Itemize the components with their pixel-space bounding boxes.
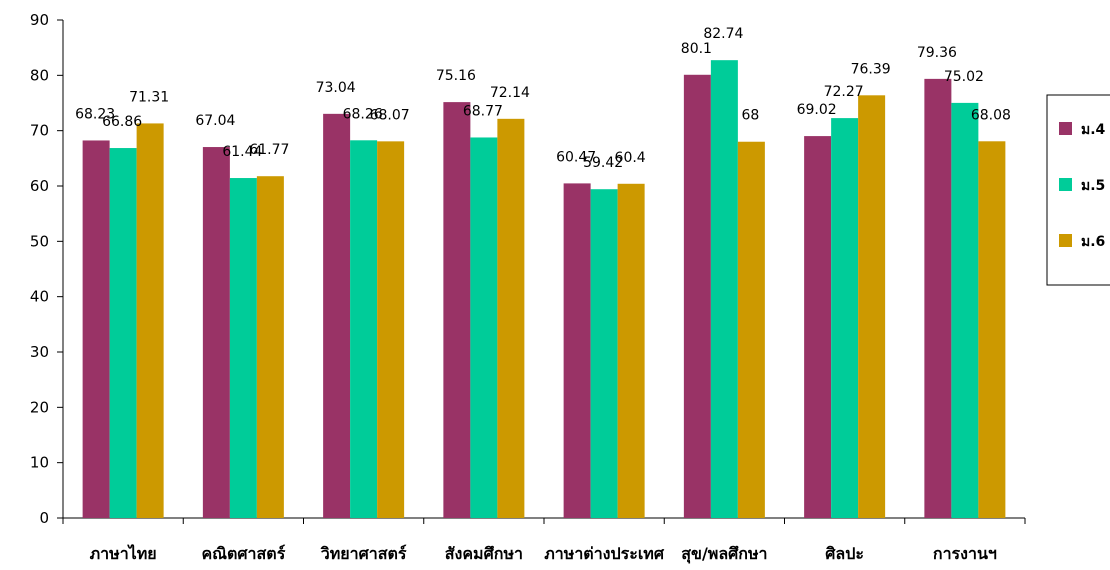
legend-label: ม.5 bbox=[1081, 178, 1105, 194]
y-axis: 0 10 20 30 40 50 60 70 80 90 bbox=[30, 11, 64, 527]
x-category-label: คณิตศาสตร์ bbox=[201, 544, 285, 563]
bar bbox=[858, 95, 886, 519]
data-label: 60.4 bbox=[615, 150, 646, 166]
data-label: 72.27 bbox=[824, 84, 864, 100]
bar bbox=[683, 74, 711, 518]
data-label: 72.14 bbox=[490, 85, 530, 101]
data-label: 75.02 bbox=[944, 69, 984, 85]
data-label: 68.23 bbox=[75, 106, 115, 122]
data-label: 68 bbox=[741, 108, 759, 124]
data-label: 66.86 bbox=[102, 114, 142, 130]
y-tick-label: 10 bbox=[30, 454, 49, 472]
y-tick-label: 80 bbox=[30, 66, 49, 84]
data-label: 80.1 bbox=[681, 41, 712, 57]
bar bbox=[202, 147, 230, 518]
data-label: 68.08 bbox=[971, 107, 1011, 123]
x-category-label: ภาษาไทย bbox=[90, 544, 157, 563]
y-tick-label: 0 bbox=[39, 509, 49, 527]
x-category-label: วิทยาศาสตร์ bbox=[320, 544, 407, 563]
bars-group bbox=[82, 60, 1006, 519]
bar bbox=[470, 137, 498, 519]
bar bbox=[82, 140, 110, 518]
bar bbox=[256, 176, 284, 518]
bar bbox=[617, 183, 645, 518]
data-label: 75.16 bbox=[436, 68, 476, 84]
bar bbox=[109, 148, 137, 519]
legend: ม.4 ม.5 ม.6 bbox=[1046, 94, 1110, 286]
data-label: 79.36 bbox=[917, 45, 957, 61]
data-label: 82.74 bbox=[703, 26, 743, 42]
bar bbox=[978, 141, 1006, 519]
bar bbox=[350, 140, 378, 518]
bar bbox=[951, 102, 979, 518]
data-label: 67.04 bbox=[195, 113, 235, 129]
data-label: 69.02 bbox=[797, 102, 837, 118]
x-category-label: การงานฯ bbox=[933, 544, 997, 563]
data-label: 68.77 bbox=[463, 103, 503, 119]
data-label: 68.07 bbox=[370, 107, 410, 123]
data-label: 68.26 bbox=[343, 106, 383, 122]
legend-swatch bbox=[1059, 122, 1072, 135]
bar bbox=[377, 141, 405, 518]
legend-box bbox=[1046, 94, 1110, 286]
legend-label: ม.6 bbox=[1081, 234, 1105, 250]
bar bbox=[443, 102, 471, 518]
x-category-label: ศิลปะ bbox=[825, 544, 864, 563]
data-label: 59.42 bbox=[583, 155, 623, 171]
bar bbox=[590, 189, 618, 518]
bar bbox=[710, 60, 738, 519]
x-axis: ภาษาไทย คณิตศาสตร์ วิทยาศาสตร์ สังคมศึกษา ภา… bbox=[62, 517, 1026, 564]
bar bbox=[229, 178, 257, 519]
bar bbox=[831, 118, 859, 518]
bar bbox=[563, 183, 591, 518]
y-tick-label: 50 bbox=[30, 232, 49, 250]
y-tick-label: 90 bbox=[30, 11, 49, 29]
data-label: 73.04 bbox=[316, 80, 356, 96]
y-tick-label: 60 bbox=[30, 177, 49, 195]
y-tick-label: 20 bbox=[30, 398, 49, 416]
bar bbox=[804, 136, 832, 518]
data-label: 61.77 bbox=[249, 142, 289, 158]
legend-swatch bbox=[1059, 234, 1072, 247]
legend-swatch bbox=[1059, 178, 1072, 191]
bar bbox=[323, 113, 351, 518]
y-tick-label: 40 bbox=[30, 288, 49, 306]
x-category-label: สุข/พลศึกษา bbox=[681, 544, 767, 564]
x-category-label: ภาษาต่างประเทศ bbox=[544, 544, 665, 563]
y-tick-label: 30 bbox=[30, 343, 49, 361]
y-tick-label: 70 bbox=[30, 122, 49, 140]
bar bbox=[924, 78, 952, 518]
data-label: 71.31 bbox=[129, 89, 169, 105]
bar bbox=[136, 123, 164, 518]
bar bbox=[737, 141, 765, 518]
legend-label: ม.4 bbox=[1081, 122, 1106, 138]
data-label: 61.44 bbox=[222, 144, 262, 160]
x-category-label: สังคมศึกษา bbox=[445, 544, 523, 563]
data-label: 60.47 bbox=[556, 149, 596, 165]
data-label: 76.39 bbox=[851, 61, 891, 77]
bar bbox=[497, 118, 525, 519]
